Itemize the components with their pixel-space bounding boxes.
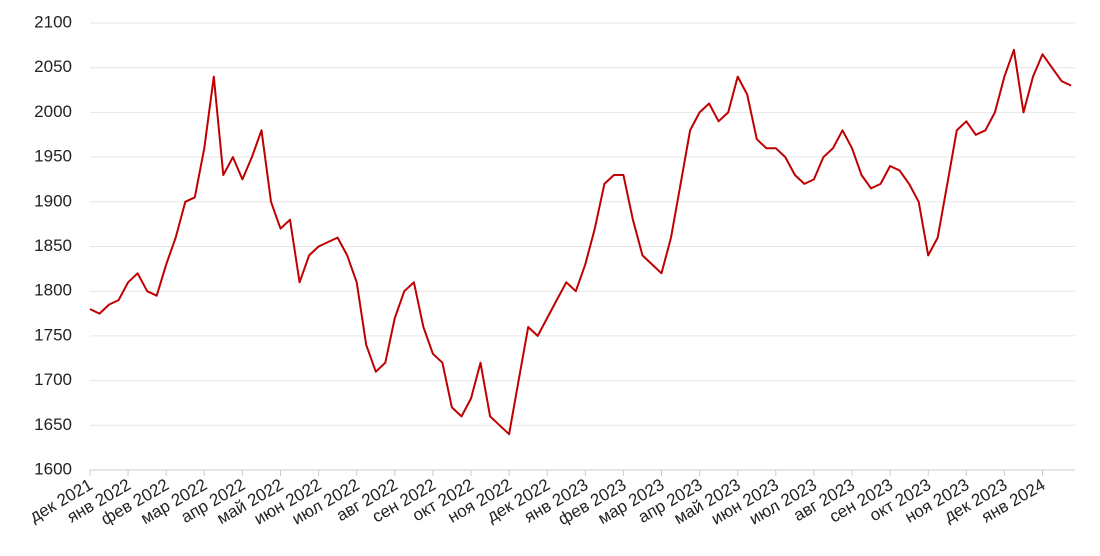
- y-tick-label: 2000: [34, 102, 72, 121]
- y-tick-label: 2050: [34, 57, 72, 76]
- y-tick-label: 1800: [34, 281, 72, 300]
- y-tick-label: 1650: [34, 415, 72, 434]
- y-tick-label: 1600: [34, 459, 72, 478]
- y-tick-label: 1950: [34, 147, 72, 166]
- y-tick-label: 1850: [34, 236, 72, 255]
- price-line: [89, 48, 1072, 436]
- y-tick-label: 2100: [34, 12, 72, 31]
- y-tick-label: 1700: [34, 370, 72, 389]
- y-tick-label: 1750: [34, 325, 72, 344]
- y-tick-label: 1900: [34, 191, 72, 210]
